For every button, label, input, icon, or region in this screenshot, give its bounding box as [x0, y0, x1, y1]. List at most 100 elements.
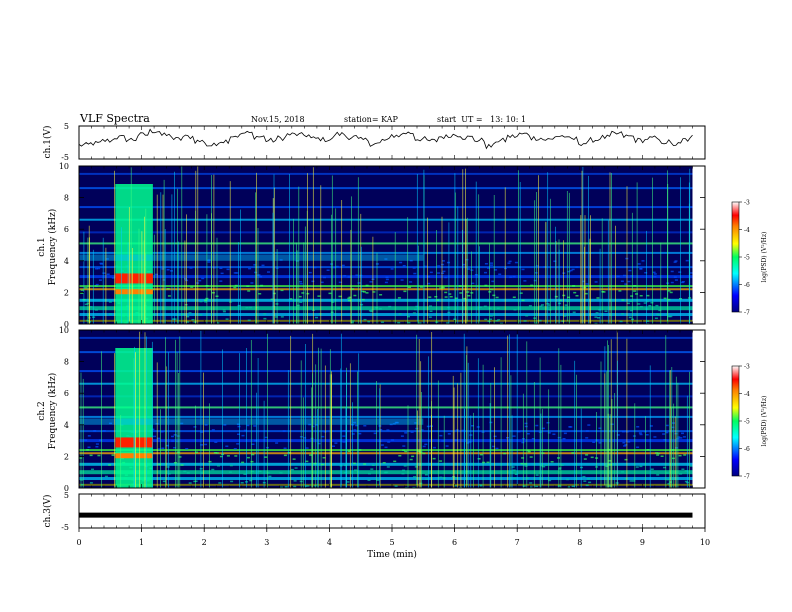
spectrogram-cell [425, 478, 429, 480]
spectrogram-cell [487, 320, 491, 322]
spectrogram-cell [585, 484, 589, 487]
spectrogram-cell [637, 263, 641, 265]
colorbar-tick-label: -5 [744, 255, 750, 262]
spectrogram-cell [587, 478, 590, 480]
spectrogram-cell [282, 430, 286, 432]
spectrogram-cell [465, 258, 469, 261]
spectrogram-cell [176, 435, 180, 437]
spectrogram-cell [524, 465, 528, 467]
spectrogram-cell [258, 293, 262, 295]
station-label: station= KAP [344, 115, 398, 124]
spectrogram-cell [597, 317, 600, 319]
xtick-label: 10 [700, 538, 710, 547]
spectrogram-cell [338, 295, 342, 298]
spectrogram-cell [95, 443, 99, 445]
spectrogram-cell [166, 444, 169, 447]
ytick-label: 2 [64, 288, 69, 297]
spectrogram-cell [648, 305, 652, 307]
spectrogram-cell [385, 276, 389, 279]
spectrogram-cell [243, 429, 247, 432]
spectrogram-cell [541, 304, 544, 306]
spectrogram-cell [402, 449, 406, 451]
spectrogram-cell [249, 306, 253, 309]
spectrogram-cell [228, 471, 232, 473]
spectrogram-cell [240, 482, 244, 484]
spectrogram-cell [193, 426, 197, 428]
minor-ticks [78, 126, 706, 528]
spectrogram-cell [199, 300, 203, 303]
spectrogram-cell [571, 268, 575, 271]
spectrogram-cell [494, 269, 498, 271]
spectrogram-cell [683, 454, 687, 456]
spectrogram-cell [331, 301, 335, 303]
spectrogram-cell [338, 281, 342, 284]
spectrogram-cell [413, 476, 416, 478]
ch3-ylabel: ch.3(V) [42, 495, 53, 528]
spectrogram-cell [381, 321, 384, 323]
ch1-colorbar [731, 201, 740, 313]
colorbar-tick-label: -4 [744, 391, 750, 398]
spectrogram-cell [397, 321, 401, 324]
ch1-colorbar-label: log(PSD) (V²/Hz) [761, 232, 768, 283]
colorbar-tick-label: -4 [744, 227, 750, 234]
spectrogram-cell [441, 263, 445, 266]
spectrogram-cell [525, 315, 529, 317]
spectrogram-cell [604, 310, 608, 312]
ch2-colorbar [731, 365, 740, 477]
spectrogram-cell [653, 436, 657, 438]
ch1-waveform-line [78, 128, 693, 150]
spectrogram-cell [263, 317, 267, 320]
spectrogram-cell [387, 441, 391, 443]
spectrogram-cell [669, 291, 673, 294]
spectrogram-cell [650, 468, 654, 470]
spectrogram-cell [86, 449, 90, 451]
spectrogram-cell [491, 280, 495, 283]
spectrogram-cell [630, 295, 634, 297]
spectrogram-cell [358, 449, 362, 451]
spectrogram-cell [342, 435, 346, 437]
spectrogram-cell [495, 447, 499, 450]
spectrogram-cell [635, 293, 638, 295]
spectrogram-cell [496, 307, 500, 309]
spectrogram-cell [531, 438, 535, 440]
spectrogram-band [79, 172, 693, 175]
spectrogram-cell [627, 280, 631, 283]
spectrogram-cell [299, 301, 303, 303]
spectrogram-cell [513, 477, 517, 479]
spectrogram-cell [402, 469, 405, 472]
spectrogram-cell [347, 297, 351, 300]
spectrogram-cell [363, 425, 367, 427]
spectrogram-cell [91, 468, 94, 471]
spectrogram-cell [490, 262, 493, 264]
spectrogram-band [79, 430, 693, 433]
spectrogram-cell [199, 314, 203, 316]
ytick-label: 10 [59, 326, 69, 335]
spectrogram-band [79, 313, 693, 317]
spectrogram-cell [548, 479, 552, 482]
spectrogram-cell [230, 480, 234, 483]
spectrogram-cell [84, 287, 88, 289]
spectrogram-cell [526, 477, 530, 479]
spectrogram-cell [459, 292, 463, 294]
spectrogram-cell [379, 294, 383, 296]
spectrogram-cell [667, 290, 671, 292]
spectrogram-cell [544, 464, 548, 466]
spectrogram-cell [660, 455, 664, 457]
spectrogram-cell [237, 433, 240, 435]
colorbar-tick-label: -7 [744, 474, 750, 481]
spectrogram-cell [380, 444, 384, 446]
spectrogram-cell [363, 463, 367, 465]
spectrogram-cell [308, 271, 312, 274]
ytick-label: 6 [64, 389, 69, 398]
spectrogram-cell [562, 272, 566, 274]
spectrogram-cell [367, 320, 370, 323]
spectrogram-cell [562, 294, 566, 297]
spectrogram-cell [563, 315, 567, 317]
xtick-label: 3 [264, 538, 269, 547]
spectrogram-band [79, 298, 693, 302]
spectrogram-cell [487, 267, 490, 269]
spectrogram-cell [84, 303, 88, 306]
xtick-label: 6 [452, 538, 457, 547]
spectrogram-cell [386, 429, 390, 431]
spectrogram-cell [375, 306, 378, 309]
